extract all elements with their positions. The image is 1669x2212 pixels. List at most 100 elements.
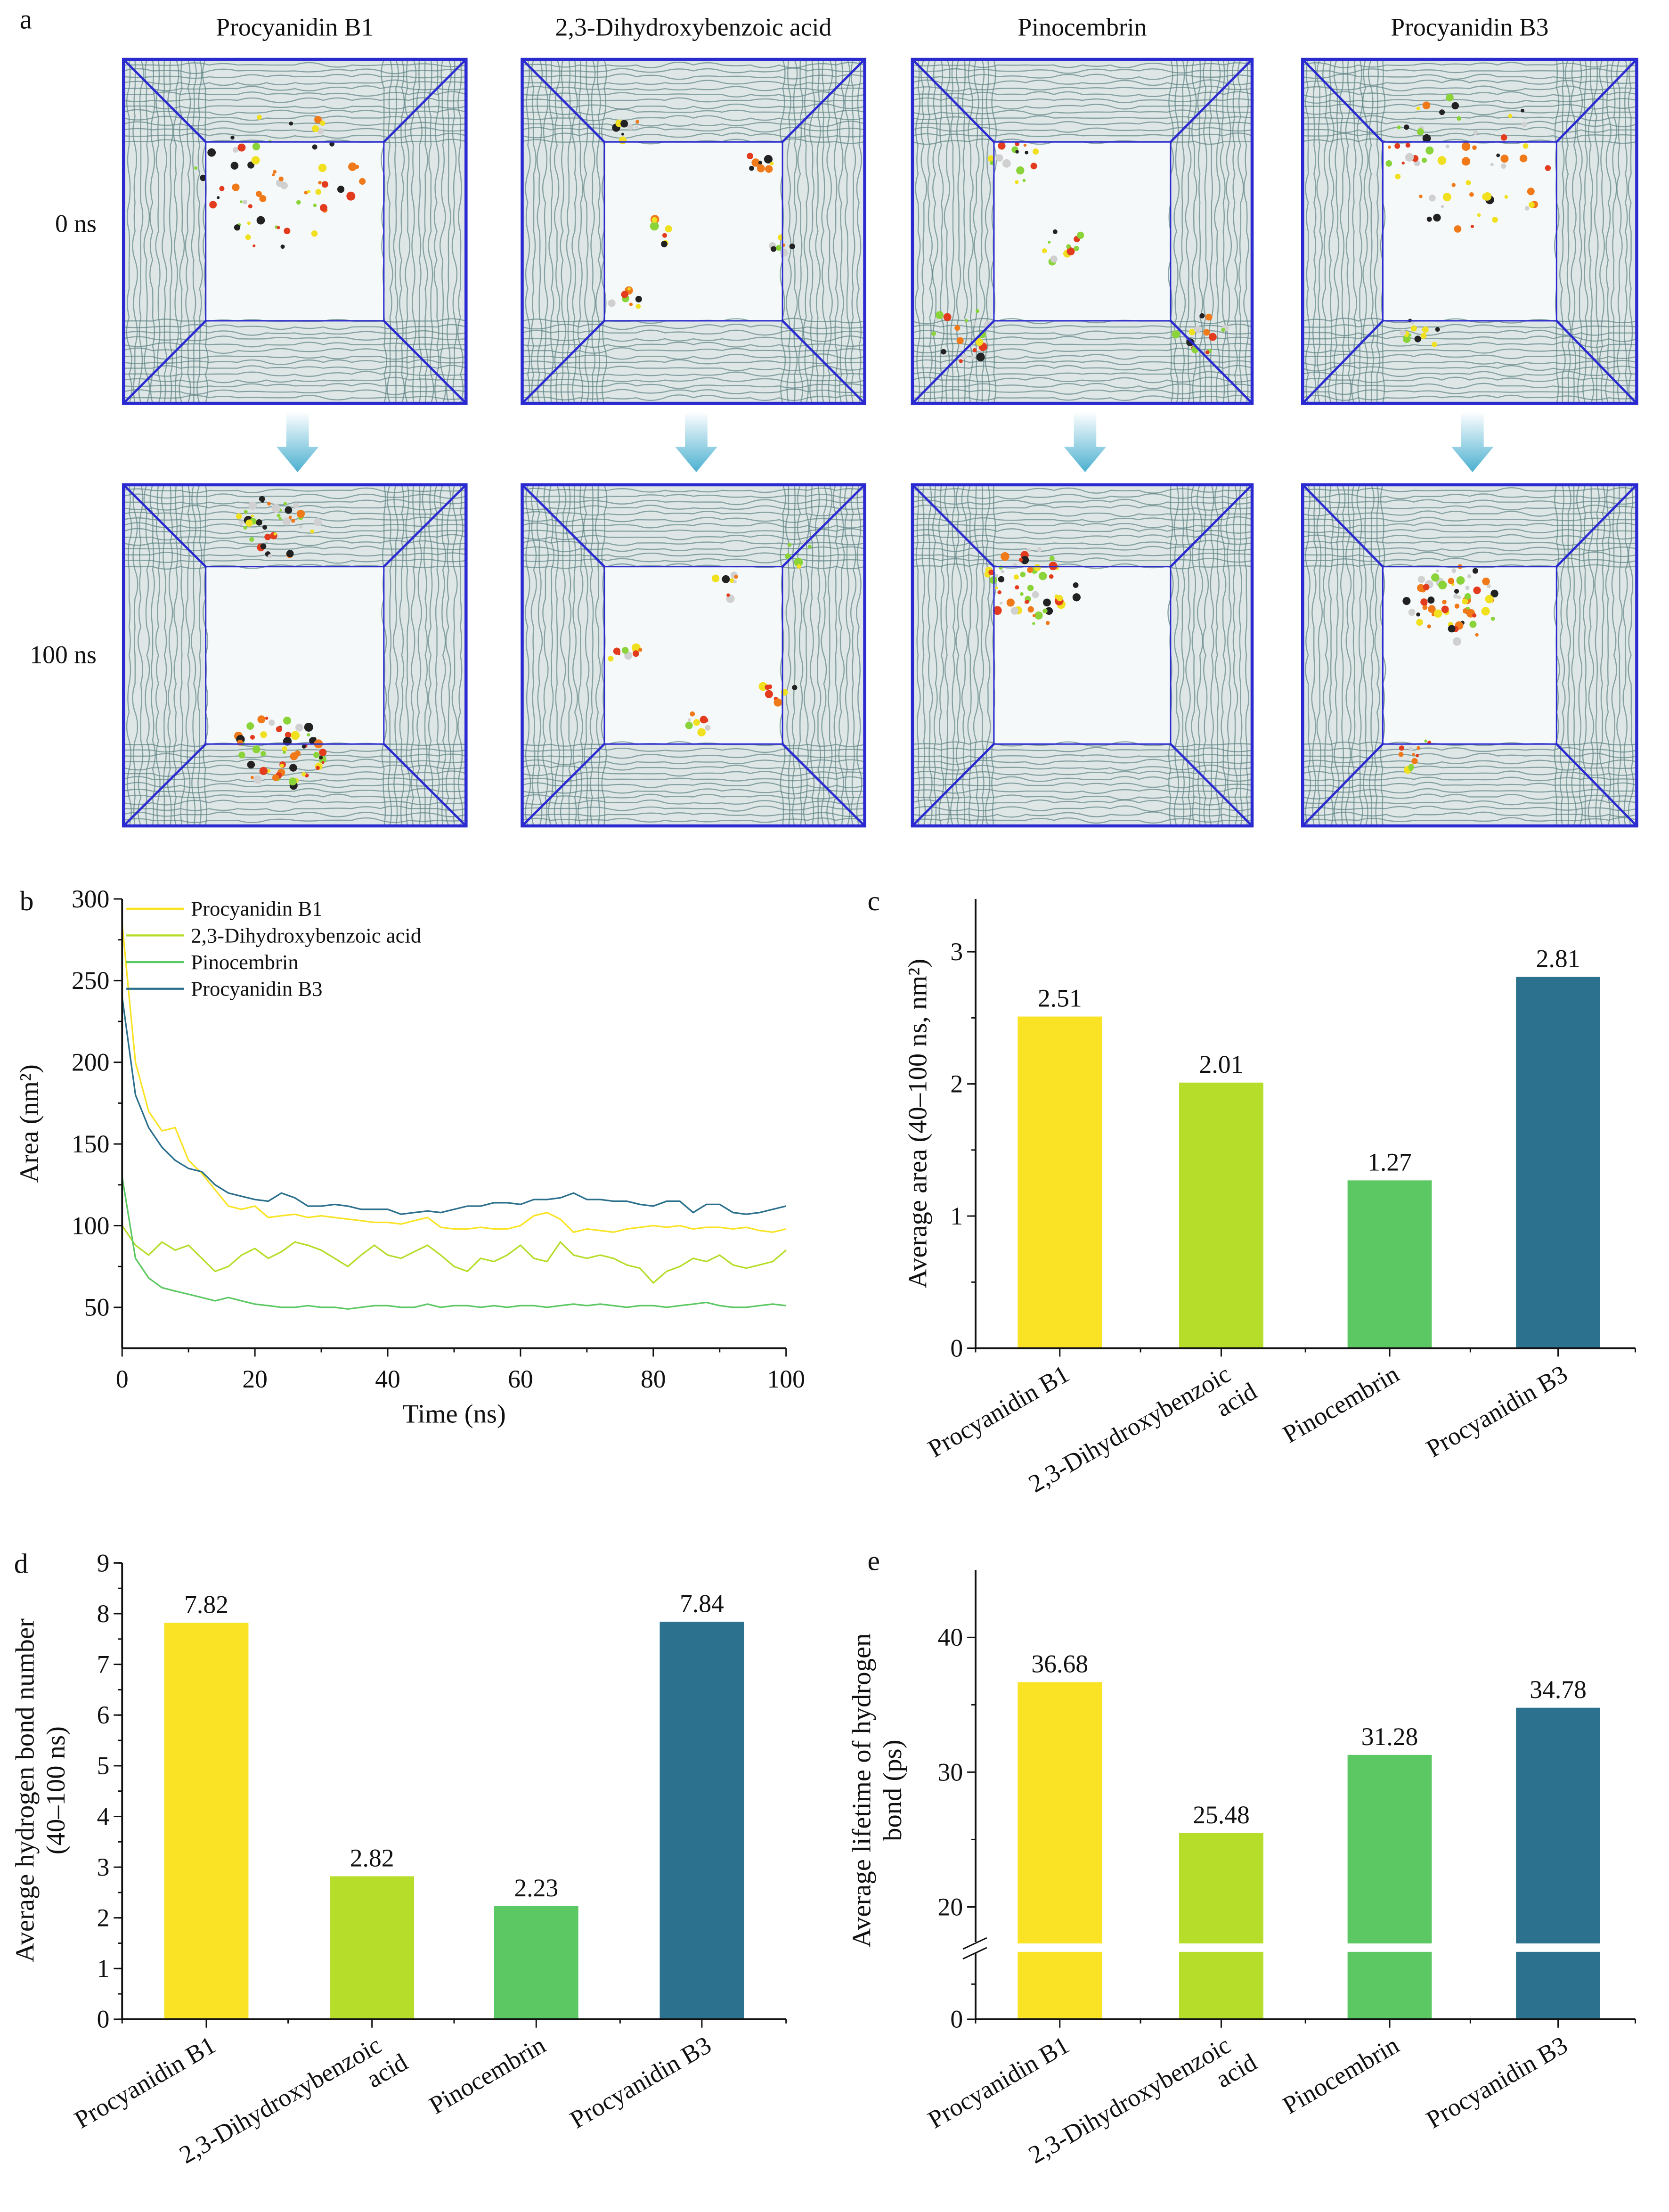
molecule-atom (1417, 746, 1421, 750)
molecule-atom (246, 722, 254, 730)
molecule-atom (1439, 109, 1445, 115)
membrane-wave-left (196, 59, 203, 404)
molecule-atom (299, 524, 303, 529)
bar-2 (1179, 1833, 1263, 2019)
molecule-atom (272, 173, 275, 177)
bar-1 (1018, 1016, 1102, 1348)
molecule-atom (252, 745, 261, 753)
membrane-wave-bottom (1302, 360, 1637, 366)
molecule-atom (1417, 128, 1424, 136)
molecule-atom (296, 200, 301, 205)
membrane-wave-left (1368, 59, 1375, 404)
membrane-wave-right (1179, 484, 1185, 826)
panel-letter: d (14, 1548, 28, 1579)
column-title-2: 2,3-Dihydroxybenzoic acid (555, 13, 832, 41)
box-edge (1170, 320, 1253, 404)
box-edge (1555, 743, 1638, 827)
membrane-wave-bottom (123, 389, 466, 395)
membrane-wave-top (1303, 547, 1637, 552)
y-tick-label: 50 (84, 1293, 110, 1322)
membrane-wave-left (973, 59, 980, 404)
molecule-atom (987, 155, 995, 162)
y-tick-label: 6 (97, 1701, 110, 1729)
membrane-wave-top (522, 558, 865, 563)
membrane-wave-bottom (123, 359, 466, 365)
membrane-wave-left (1322, 59, 1329, 404)
axis-break-gap (1514, 1943, 1602, 1952)
molecule-atom (1456, 576, 1465, 585)
membrane-wave-right (399, 59, 405, 404)
molecule-atom (1427, 596, 1435, 604)
molecule-atom (209, 201, 217, 209)
membrane-wave-bottom (522, 771, 865, 777)
membrane-wave-right (1185, 59, 1192, 404)
molecule-atom (629, 302, 633, 306)
molecule-atom (1072, 593, 1081, 602)
molecule-atom (271, 504, 281, 513)
molecule-atom (269, 719, 275, 726)
box-inner-frame (205, 566, 385, 745)
molecule-atom (1472, 145, 1477, 150)
box-edge (122, 743, 207, 827)
membrane-wave-right (387, 59, 393, 404)
series-line-2-3-dihydroxybenzoic-acid (121, 1225, 787, 1284)
molecule-atom (285, 506, 293, 514)
membrane-wave-left (950, 484, 956, 826)
bar-2 (1179, 1082, 1263, 1348)
molecule-atom (765, 685, 770, 690)
membrane-wave-left (1312, 59, 1317, 404)
membrane-wave-top (123, 127, 466, 133)
molecule-atom (1408, 747, 1413, 751)
molecule-atom (252, 244, 256, 247)
molecule-atom (200, 174, 206, 181)
box-edge (912, 484, 995, 568)
molecule-atom (1437, 156, 1447, 165)
category-label-line: Procyanidin B3 (1421, 1360, 1572, 1463)
molecule-atom (1032, 591, 1039, 598)
box-edge (521, 320, 605, 404)
molecule-atom (230, 135, 235, 140)
membrane-wave-left (944, 59, 951, 404)
membrane-wave-right (1599, 484, 1606, 826)
membrane-wave-left (191, 59, 197, 404)
bar-value-label-4: 7.84 (680, 1589, 724, 1617)
molecule-atom (283, 717, 291, 725)
molecule-atom (1473, 586, 1481, 595)
membrane-wave-left (594, 484, 601, 826)
molecule-atom (1395, 173, 1401, 180)
membrane-wave-bottom (123, 355, 466, 360)
molecule-atom (632, 650, 639, 657)
membrane-wave-top (912, 534, 1253, 540)
molecule-atom (312, 144, 318, 150)
category-label-4: Procyanidin B3 (565, 2031, 716, 2134)
molecule-atom (1049, 574, 1054, 579)
molecule-atom (285, 732, 292, 738)
molecule-atom (700, 716, 708, 724)
membrane-wave-top (123, 552, 466, 557)
box-edge (521, 484, 605, 568)
membrane-wave-left (938, 484, 945, 826)
molecule-atom (785, 553, 791, 559)
x-tick-label: 60 (508, 1365, 533, 1393)
molecule-atom (705, 725, 711, 731)
membrane-wave-bottom (123, 335, 466, 342)
molecule-atom (232, 183, 240, 191)
molecule-atom (1410, 320, 1415, 325)
membrane-wave-right (1559, 59, 1566, 404)
membrane-wave-top (522, 546, 865, 553)
membrane-wave-top (912, 553, 1253, 558)
bar-3 (1347, 1755, 1432, 2019)
molecule-atom (289, 764, 297, 772)
molecule-atom (1025, 151, 1028, 155)
molecule-atom (662, 233, 668, 238)
molecule-atom (1001, 552, 1010, 561)
category-label-line: Procyanidin B3 (565, 2031, 716, 2134)
molecule-atom (320, 120, 326, 126)
membrane-wave-bottom (522, 747, 865, 753)
box-edge (383, 320, 467, 404)
molecule-atom (1441, 605, 1449, 613)
molecule-atom (1469, 620, 1477, 628)
molecule-atom (1429, 195, 1436, 202)
membrane-wave-top (912, 493, 1253, 500)
molecule-atom (277, 514, 281, 518)
